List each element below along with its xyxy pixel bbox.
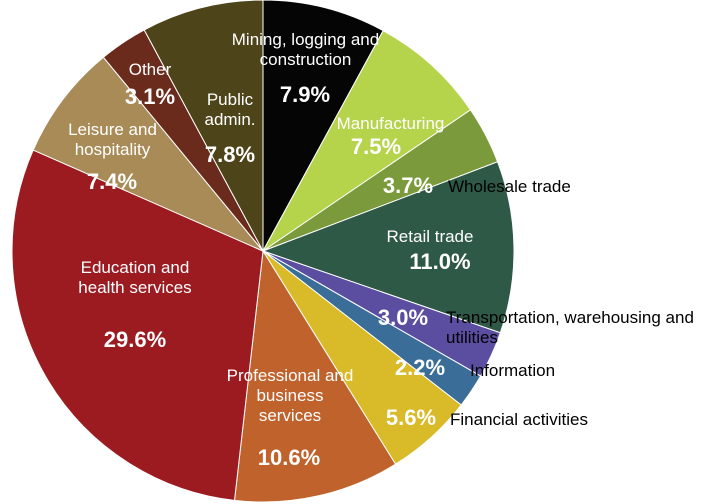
slice-label: Education and health services — [78, 258, 192, 297]
slice-label: Financial activities — [450, 410, 588, 429]
slice-label: Professional and business services — [226, 366, 354, 425]
slice-label: Information — [470, 361, 556, 380]
value-label: 3.1% — [124, 84, 176, 109]
slice-label: Transportation, warehousing and utilitie… — [446, 308, 694, 347]
pie-slice — [262, 0, 384, 252]
slice-label: Other — [128, 60, 172, 79]
slice-label: Manufacturing — [336, 114, 445, 133]
slice-label: Retail trade — [386, 227, 474, 246]
slice-label: Leisure and hospitality — [68, 120, 157, 159]
slice-label: Wholesale trade — [448, 177, 571, 196]
value-label: 10.6% — [257, 445, 321, 470]
value-label: 7.9% — [279, 82, 331, 107]
value-label: 7.5% — [350, 134, 402, 159]
value-label: 2.2% — [394, 355, 446, 380]
slice-label: Mining, logging and construction — [231, 30, 380, 69]
pie-slice — [261, 161, 515, 334]
value-label: 5.6% — [385, 405, 437, 430]
value-label: 29.6% — [103, 327, 167, 352]
slice-label: Public admin. — [204, 90, 256, 129]
pie-slice — [32, 56, 264, 252]
value-label: 7.8% — [204, 142, 256, 167]
value-label: 3.0% — [377, 305, 429, 330]
value-label: 7.4% — [86, 169, 138, 194]
pie-slice — [262, 29, 472, 252]
value-label: 11.0% — [409, 249, 471, 274]
pie-slice — [233, 249, 397, 503]
pie-slice — [11, 149, 264, 501]
value-label: 3.7% — [382, 173, 434, 198]
pie-slice — [143, 0, 264, 252]
